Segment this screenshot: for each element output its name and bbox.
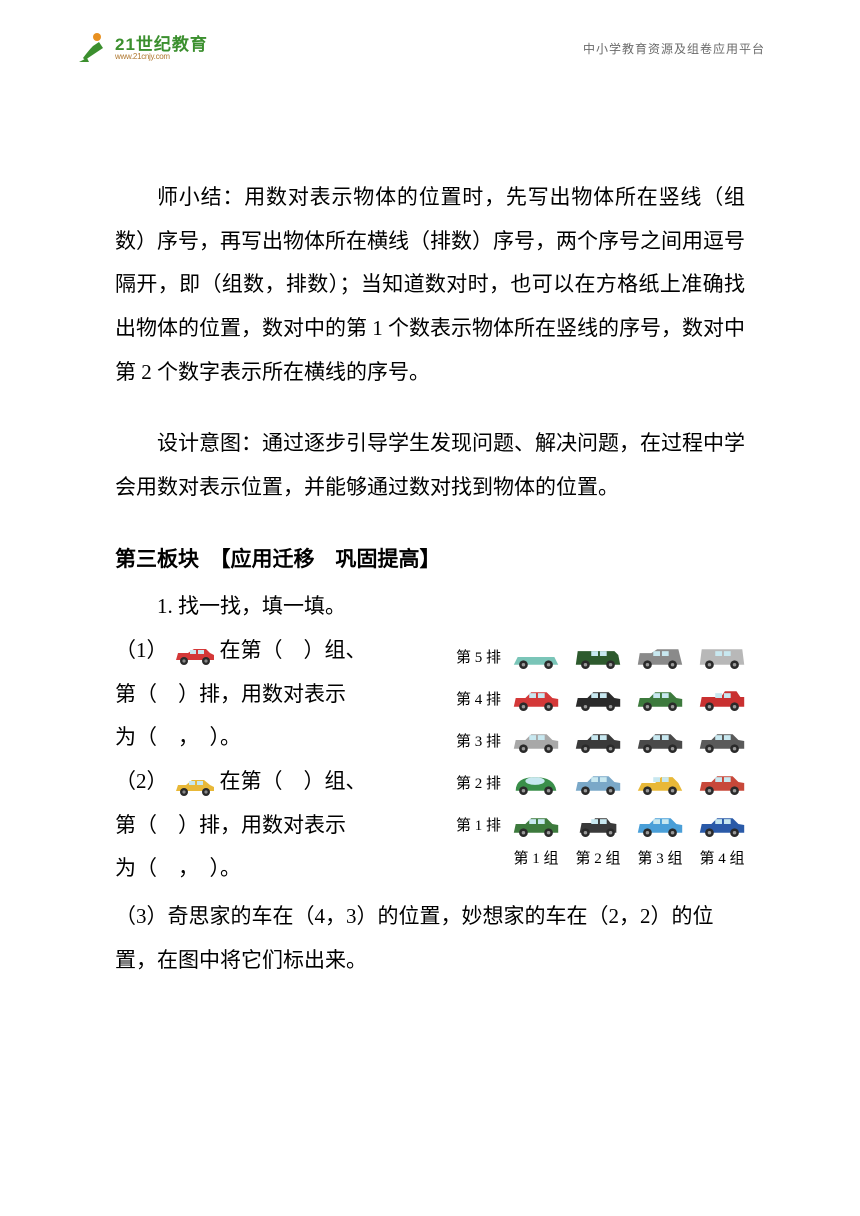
car-cell bbox=[505, 638, 567, 674]
car-cell bbox=[629, 638, 691, 674]
summary-paragraph: 师小结：用数对表示物体的位置时，先写出物体所在竖线（组数）序号，再写出物体所在横… bbox=[115, 176, 745, 394]
q1-left-text: （1） 在第（ ）组、 第（ ）排，用数对表示 为（ ， ）。 （2） 在第（ ）组… bbox=[115, 629, 455, 891]
row-label: 第 1 排 bbox=[453, 814, 505, 835]
col-label: 第 3 组 bbox=[629, 847, 691, 868]
col-label: 第 4 组 bbox=[691, 847, 753, 868]
logo-sub-text: www.21cnjy.com bbox=[115, 53, 208, 61]
q1-line2b: 第（ ）排，用数对表示 bbox=[115, 804, 455, 848]
car-cell bbox=[691, 722, 753, 758]
car-cell bbox=[505, 806, 567, 842]
row-label: 第 2 排 bbox=[453, 772, 505, 793]
car-cell bbox=[505, 722, 567, 758]
q1-line2a: 第（ ）排，用数对表示 bbox=[115, 673, 455, 717]
q1-2-prefix: （2） bbox=[115, 769, 168, 793]
car-cell bbox=[567, 722, 629, 758]
q1-1-prefix: （1） bbox=[115, 638, 168, 662]
car-cell bbox=[691, 680, 753, 716]
logo-text: 21世纪教育 www.21cnjy.com bbox=[115, 36, 208, 61]
car-cell bbox=[629, 764, 691, 800]
car-cell bbox=[629, 680, 691, 716]
logo: 21世纪教育 www.21cnjy.com bbox=[75, 30, 208, 66]
car-cell bbox=[567, 638, 629, 674]
car-cell bbox=[629, 722, 691, 758]
yellow-car-icon bbox=[170, 771, 218, 795]
car-cell bbox=[505, 764, 567, 800]
q1-2-line1: （2） 在第（ ）组、 bbox=[115, 760, 455, 804]
col-labels-row: 第 1 组第 2 组第 3 组第 4 组 bbox=[453, 847, 763, 868]
q1-1-line1: （1） 在第（ ）组、 bbox=[115, 629, 455, 673]
car-cell bbox=[691, 638, 753, 674]
q1-2-suffix: 在第（ ）组、 bbox=[220, 769, 367, 793]
car-row: 第 5 排 bbox=[453, 635, 763, 677]
intent-paragraph: 设计意图：通过逐步引导学生发现问题、解决问题，在过程中学会用数对表示位置，并能够… bbox=[115, 422, 745, 509]
q1-line3b: 为（ ， ）。 bbox=[115, 847, 455, 891]
car-cell bbox=[567, 806, 629, 842]
row-label: 第 5 排 bbox=[453, 646, 505, 667]
question-1-block: 1. 找一找，填一填。 （1） 在第（ ）组、 第（ ）排，用数对表示 为（ ， … bbox=[115, 585, 745, 982]
car-row: 第 3 排 bbox=[453, 719, 763, 761]
q1-1-suffix: 在第（ ）组、 bbox=[220, 638, 367, 662]
header-subtitle: 中小学教育资源及组卷应用平台 bbox=[583, 40, 765, 57]
row-label: 第 3 排 bbox=[453, 730, 505, 751]
red-car-icon bbox=[170, 640, 218, 664]
car-cell bbox=[567, 680, 629, 716]
car-cell bbox=[629, 806, 691, 842]
q1-intro: 1. 找一找，填一填。 bbox=[115, 585, 745, 629]
car-cell bbox=[567, 764, 629, 800]
page-header: 21世纪教育 www.21cnjy.com 中小学教育资源及组卷应用平台 bbox=[0, 0, 860, 76]
logo-main-text: 21世纪教育 bbox=[115, 36, 208, 53]
q1-line3a: 为（ ， ）。 bbox=[115, 716, 455, 760]
car-row: 第 2 排 bbox=[453, 761, 763, 803]
col-label: 第 1 组 bbox=[505, 847, 567, 868]
car-cell bbox=[691, 806, 753, 842]
q1-3: （3）奇思家的车在（4，3）的位置，妙想家的车在（2，2）的位置，在图中将它们标… bbox=[115, 895, 745, 982]
logo-runner-icon bbox=[75, 30, 111, 66]
col-label: 第 2 组 bbox=[567, 847, 629, 868]
car-row: 第 1 排 bbox=[453, 803, 763, 845]
car-cell bbox=[691, 764, 753, 800]
car-grid: 第 5 排第 4 排第 3 排第 2 排第 1 排第 1 组第 2 组第 3 组… bbox=[453, 635, 763, 868]
document-body: 师小结：用数对表示物体的位置时，先写出物体所在竖线（组数）序号，再写出物体所在横… bbox=[0, 76, 860, 982]
row-label: 第 4 排 bbox=[453, 688, 505, 709]
section-3-title: 第三板块 【应用迁移 巩固提高】 bbox=[115, 538, 745, 582]
car-cell bbox=[505, 680, 567, 716]
car-row: 第 4 排 bbox=[453, 677, 763, 719]
q1-with-grid: （1） 在第（ ）组、 第（ ）排，用数对表示 为（ ， ）。 （2） 在第（ ）组… bbox=[115, 629, 745, 891]
